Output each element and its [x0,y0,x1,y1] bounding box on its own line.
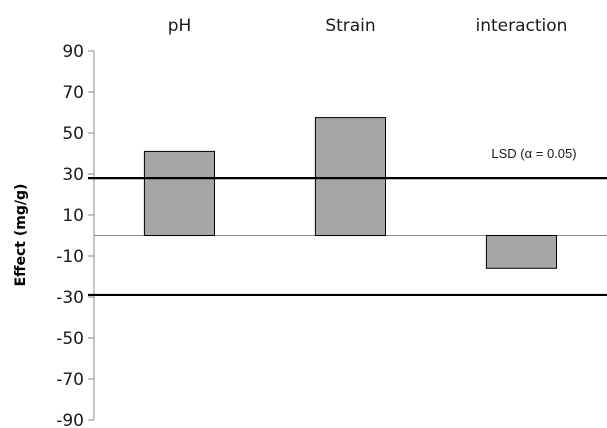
y-axis-title: Effect (mg/g) [13,184,29,287]
bar-interaction [485,235,557,269]
y-tick-label: 10 [62,206,84,226]
y-tick-label: -50 [56,329,84,349]
y-tick-label: 30 [62,165,84,185]
lsd-annotation: LSD (α = 0.05) [491,146,576,161]
category-label: Strain [325,16,375,36]
y-tick-label: -30 [56,288,84,308]
category-labels: pH Strain interaction [168,16,568,36]
y-tick-label: 70 [62,83,84,103]
y-tick-label: 50 [62,124,84,144]
reference-lines [88,177,607,297]
y-tick-label: 90 [62,42,84,62]
category-label: pH [168,16,192,36]
y-tick-label: -90 [56,411,84,428]
bar-strain [314,117,386,236]
y-tick-label: -10 [56,247,84,267]
y-axis: 90 70 50 30 10 -10 -30 -50 -70 -90 [56,42,607,428]
y-tick-label: -70 [56,370,84,390]
bars [143,117,557,269]
category-label: interaction [476,16,568,36]
bar-ph [143,150,215,236]
